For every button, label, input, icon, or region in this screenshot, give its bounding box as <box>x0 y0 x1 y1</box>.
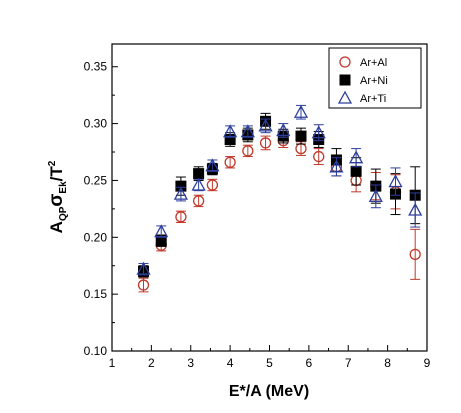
data-point <box>193 168 205 180</box>
data-point <box>137 279 150 291</box>
data-point <box>192 195 205 207</box>
y-tick-label: 0.35 <box>84 60 108 74</box>
legend-marker <box>339 56 351 68</box>
x-tick-label: 2 <box>148 356 155 370</box>
y-tick-label: 0.25 <box>84 173 108 187</box>
data-point <box>388 174 403 188</box>
data-point <box>136 261 151 275</box>
y-axis-title: AQPσEk/T2 <box>46 160 69 233</box>
y-tick-label: 0.15 <box>84 287 108 301</box>
data-point <box>258 118 273 132</box>
legend-label: Ar+Al <box>360 57 387 69</box>
data-point <box>409 248 421 261</box>
data-point <box>259 137 272 149</box>
y-tick-labels: 0.10 0.15 0.20 0.25 0.30 0.35 <box>84 60 108 358</box>
data-point <box>173 186 189 200</box>
x-tick-label: 8 <box>384 356 391 370</box>
legend-marker <box>339 74 351 86</box>
series-ar-ti <box>136 104 423 276</box>
y-tick-label: 0.30 <box>84 117 108 131</box>
data-point <box>205 158 220 172</box>
legend-marker <box>337 90 353 104</box>
data-marks <box>136 104 423 293</box>
x-tick-label: 1 <box>109 356 116 370</box>
series-ar-al <box>137 133 421 293</box>
data-point <box>408 202 423 216</box>
x-tick-label: 5 <box>266 356 273 370</box>
data-point <box>223 124 238 138</box>
legend-label: Ar+Ti <box>360 93 386 105</box>
x-tick-labels: 1 2 3 4 5 6 7 8 9 <box>109 356 431 370</box>
data-point <box>242 145 254 157</box>
data-point <box>191 177 206 191</box>
data-point <box>349 150 364 164</box>
x-tick-label: 6 <box>306 356 313 370</box>
data-point <box>206 179 219 191</box>
x-axis-title: E*/A (MeV) <box>229 383 309 400</box>
axis-ticks <box>111 66 428 352</box>
data-point <box>240 124 255 138</box>
data-point <box>154 224 169 238</box>
data-point <box>311 125 326 139</box>
x-tick-label: 9 <box>424 356 431 370</box>
legend: Ar+Al Ar+Ni Ar+Ti <box>328 47 422 109</box>
data-point <box>175 211 187 223</box>
data-point <box>329 159 344 173</box>
x-tick-label: 7 <box>345 356 352 370</box>
data-point <box>313 150 325 163</box>
data-point <box>276 123 291 137</box>
data-point <box>293 104 309 118</box>
x-tick-label: 4 <box>227 356 234 370</box>
data-point <box>368 189 383 203</box>
data-point <box>295 130 307 142</box>
y-tick-label: 0.10 <box>84 344 108 358</box>
data-point <box>224 156 236 168</box>
x-tick-label: 3 <box>187 356 194 370</box>
y-tick-label: 0.20 <box>84 230 108 244</box>
data-point <box>350 165 362 177</box>
legend-label: Ar+Ni <box>360 75 388 87</box>
